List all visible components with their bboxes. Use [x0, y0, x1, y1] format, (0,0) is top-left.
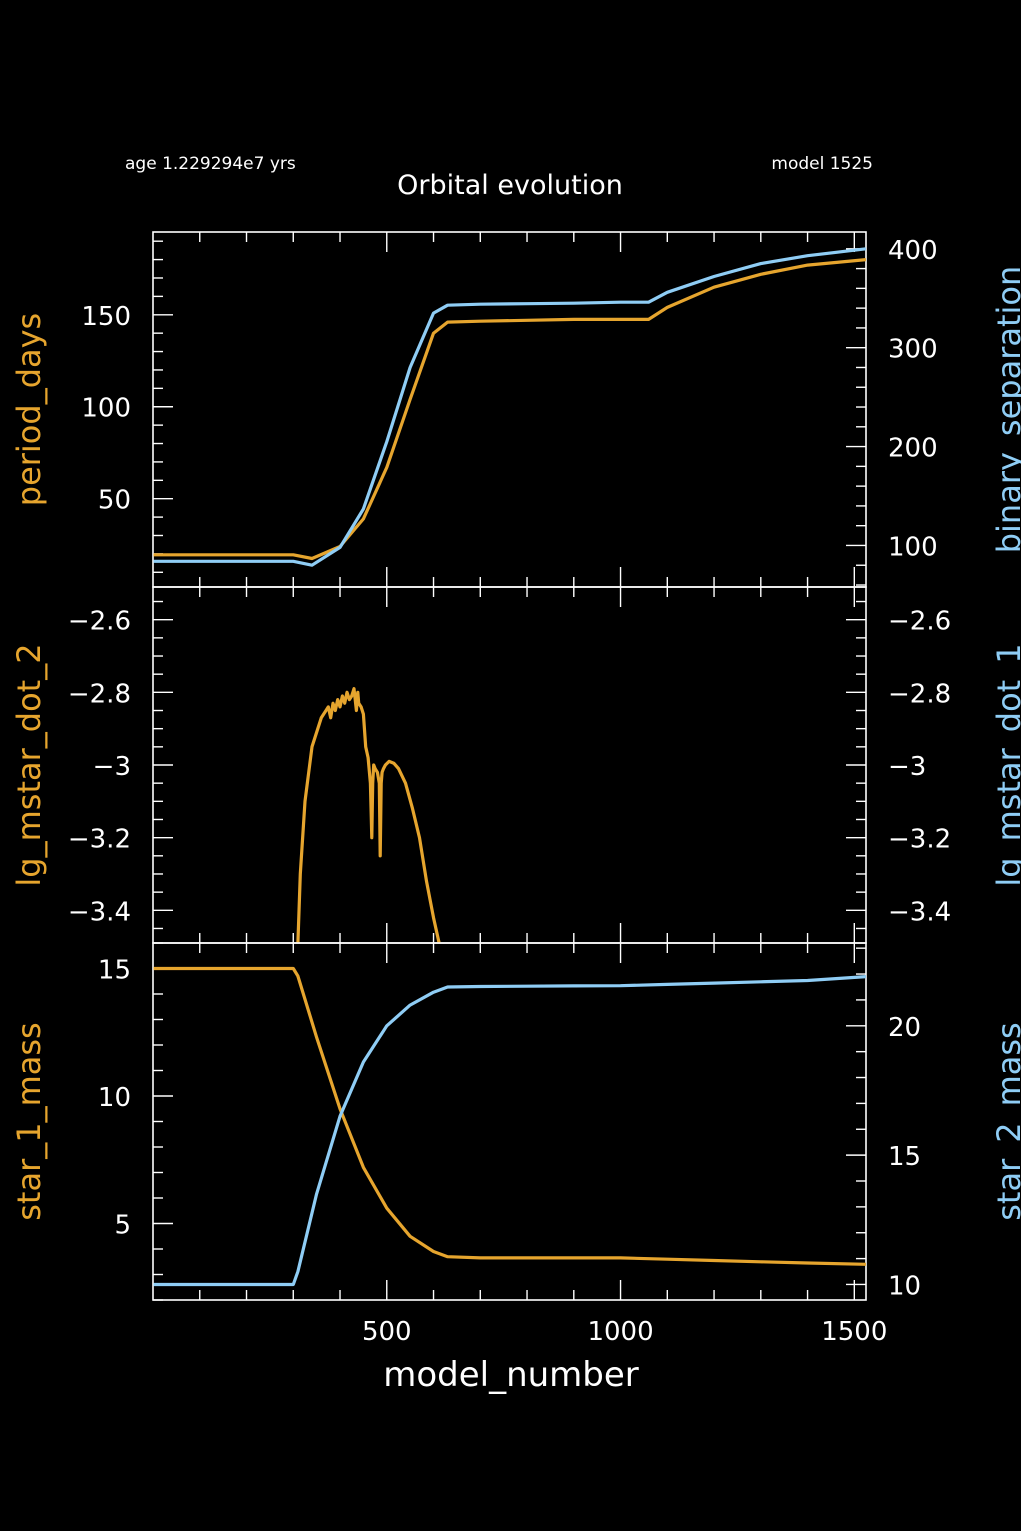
series-line-star-1-mass	[153, 966, 866, 1266]
y-left-tick-label: −3.4	[68, 897, 131, 927]
series-line-lg-mstar-dot-2	[296, 687, 441, 943]
y-right-tick-label: −3	[888, 752, 926, 782]
x-tick-label: 500	[362, 1317, 412, 1347]
y-left-tick-label: −2.8	[68, 679, 131, 709]
y-right-tick-label: 400	[888, 236, 938, 266]
y-right-tick-label: −3.2	[888, 825, 951, 855]
y-right-tick-label: 15	[888, 1142, 921, 1172]
model-label: model 1525	[771, 154, 873, 174]
y-right-axis-label: star_2_mass	[990, 1022, 1021, 1220]
y-right-tick-label: 10	[888, 1271, 921, 1301]
y-left-axis-label: period_days	[10, 313, 48, 506]
y-right-tick-label: −3.4	[888, 897, 951, 927]
panel-1: 50 100 150 100 200 300 400 period_days binary_se…	[10, 231, 1021, 588]
y-right-tick-label: 300	[888, 335, 938, 365]
series-line-binary-separation	[153, 247, 866, 567]
chart-title: Orbital evolution	[397, 170, 623, 201]
x-tick-label: 1000	[587, 1317, 653, 1347]
y-right-tick-label: 20	[888, 1013, 921, 1043]
y-right-tick-label: 100	[888, 532, 938, 562]
panel-3: 5 10 15 10 15 20 star_1_mass star_2_mass	[10, 942, 1021, 1301]
panels: 50 100 150 100 200 300 400 period_days binary_se…	[10, 231, 1021, 1347]
y-left-axis-label: star_1_mass	[10, 1022, 48, 1220]
y-right-tick-label: 200	[888, 434, 938, 464]
x-tick-label: 1500	[821, 1317, 887, 1347]
y-left-tick-label: 5	[114, 1211, 131, 1241]
series-line-star-2-mass	[153, 975, 866, 1287]
y-left-tick-label: −3	[93, 752, 131, 782]
x-axis-title: model_number	[383, 1355, 639, 1395]
y-left-axis-label: lg_mstar_dot_2	[10, 643, 48, 886]
y-left-tick-label: −3.2	[68, 825, 131, 855]
y-left-tick-label: 15	[98, 956, 131, 986]
panel-2: −2.6 −2.8 −3 −3.2 −3.4 −2.6 −2.8 −3 −3.2 −3.4 lg_m…	[10, 586, 1021, 944]
y-left-tick-label: 50	[98, 486, 131, 516]
y-left-tick-label: −2.6	[68, 607, 131, 637]
y-left-tick-label: 100	[81, 394, 131, 424]
y-right-tick-label: −2.8	[888, 679, 951, 709]
y-left-tick-label: 150	[81, 302, 131, 332]
y-right-tick-label: −2.6	[888, 607, 951, 637]
y-left-tick-label: 10	[98, 1083, 131, 1113]
y-right-axis-label: lg_mstar_dot_1	[990, 643, 1021, 886]
y-right-axis-label: binary_separation	[990, 266, 1021, 554]
age-label: age 1.229294e7 yrs	[125, 154, 296, 174]
